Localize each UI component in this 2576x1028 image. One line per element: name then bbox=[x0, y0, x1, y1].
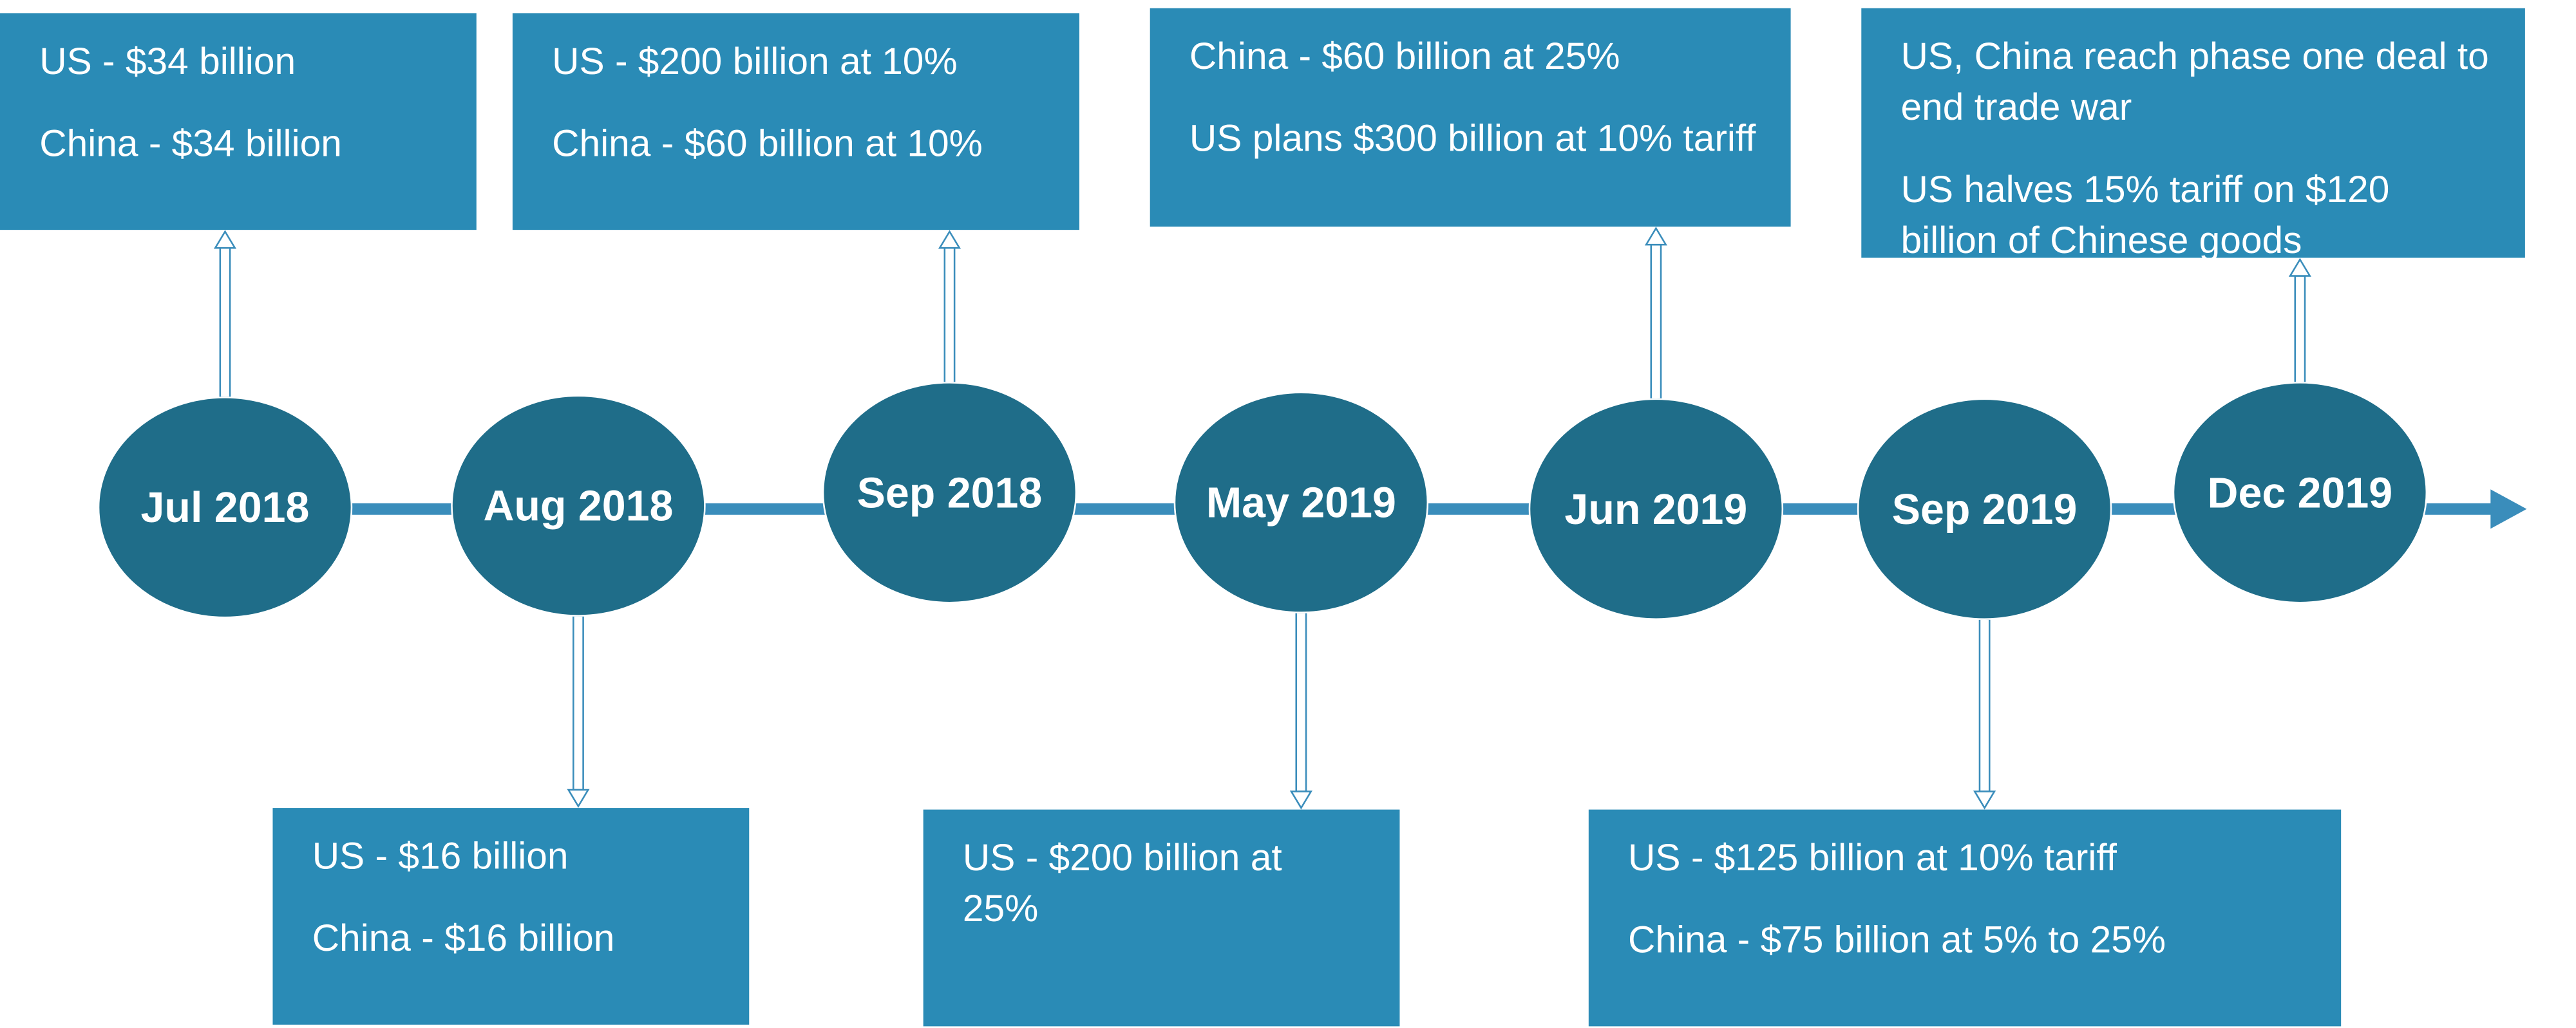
date-label: Sep 2018 bbox=[857, 468, 1043, 518]
date-label: Aug 2018 bbox=[483, 481, 674, 530]
arrow-head bbox=[938, 230, 961, 249]
connector-arrow bbox=[2288, 257, 2311, 384]
connector-arrow bbox=[567, 615, 590, 808]
arrow-head bbox=[213, 230, 237, 249]
date-node bbox=[1528, 398, 1784, 621]
event-note: US plans $300 billion at 10% tariff bbox=[1189, 117, 1756, 160]
event-note: US, China reach phase one deal to end tr… bbox=[1900, 34, 2489, 128]
date-node bbox=[1173, 391, 1429, 613]
event-note: US - $34 billion bbox=[39, 39, 296, 82]
date-label: Dec 2019 bbox=[2207, 468, 2393, 518]
date-label: Sep 2019 bbox=[1891, 484, 2078, 534]
event-box: US - $125 billion at 10% tariff China - $… bbox=[1588, 809, 2342, 1027]
event-box: US, China reach phase one deal to end tr… bbox=[1861, 8, 2525, 261]
event-note: China - $75 billion at 5% to 25% bbox=[1628, 918, 2166, 961]
date-label: Jun 2019 bbox=[1564, 484, 1748, 534]
event-box: China - $60 billion at 25% US plans $300 … bbox=[1150, 8, 1791, 227]
event-box: US - $200 billion at 25% bbox=[923, 809, 1400, 1027]
event-note: US - $16 billion bbox=[312, 834, 569, 877]
event-note: US - $125 billion at 10% tariff bbox=[1628, 836, 2117, 879]
arrow-shaft bbox=[573, 615, 584, 791]
connector-arrow bbox=[1289, 612, 1312, 810]
arrow-head bbox=[2288, 257, 2311, 277]
connector-arrow bbox=[213, 230, 237, 398]
event-box: US - $34 billion China - $34 billion bbox=[0, 13, 477, 230]
arrow-shaft bbox=[1978, 618, 1991, 792]
connector-arrow bbox=[1644, 227, 1667, 400]
arrow-head bbox=[1289, 790, 1312, 810]
connector-arrow bbox=[1973, 618, 1996, 810]
date-node bbox=[451, 395, 706, 617]
timeline-arrowhead bbox=[2490, 489, 2527, 529]
arrow-head bbox=[567, 789, 590, 808]
date-node bbox=[2172, 382, 2428, 604]
event-note: US - $200 billion at 25% bbox=[962, 836, 1282, 930]
arrow-shaft bbox=[1650, 243, 1662, 400]
arrow-head bbox=[1973, 790, 1996, 810]
event-note: US - $200 billion at 10% bbox=[552, 39, 958, 82]
event-note: China - $60 billion at 25% bbox=[1189, 34, 1620, 77]
arrow-head bbox=[1644, 227, 1667, 246]
event-note: China - $34 billion bbox=[39, 121, 342, 165]
date-node bbox=[822, 382, 1077, 604]
date-label: Jul 2018 bbox=[140, 482, 310, 532]
event-note: China - $60 billion at 10% bbox=[552, 121, 983, 165]
date-node bbox=[97, 397, 353, 619]
arrow-shaft bbox=[219, 247, 231, 398]
event-box: US - $16 billion China - $16 billion bbox=[272, 808, 750, 1025]
event-note: China - $16 billion bbox=[312, 916, 615, 959]
connector-arrow bbox=[938, 230, 961, 384]
arrow-shaft bbox=[2294, 275, 2306, 384]
arrow-shaft bbox=[1295, 612, 1307, 792]
date-label: May 2019 bbox=[1206, 478, 1396, 527]
event-box: US - $200 billion at 10% China - $60 bill… bbox=[512, 13, 1080, 230]
date-node bbox=[1857, 398, 2112, 621]
event-note: US halves 15% tariff on $120 billion of … bbox=[1900, 167, 2390, 261]
arrow-shaft bbox=[943, 247, 956, 384]
